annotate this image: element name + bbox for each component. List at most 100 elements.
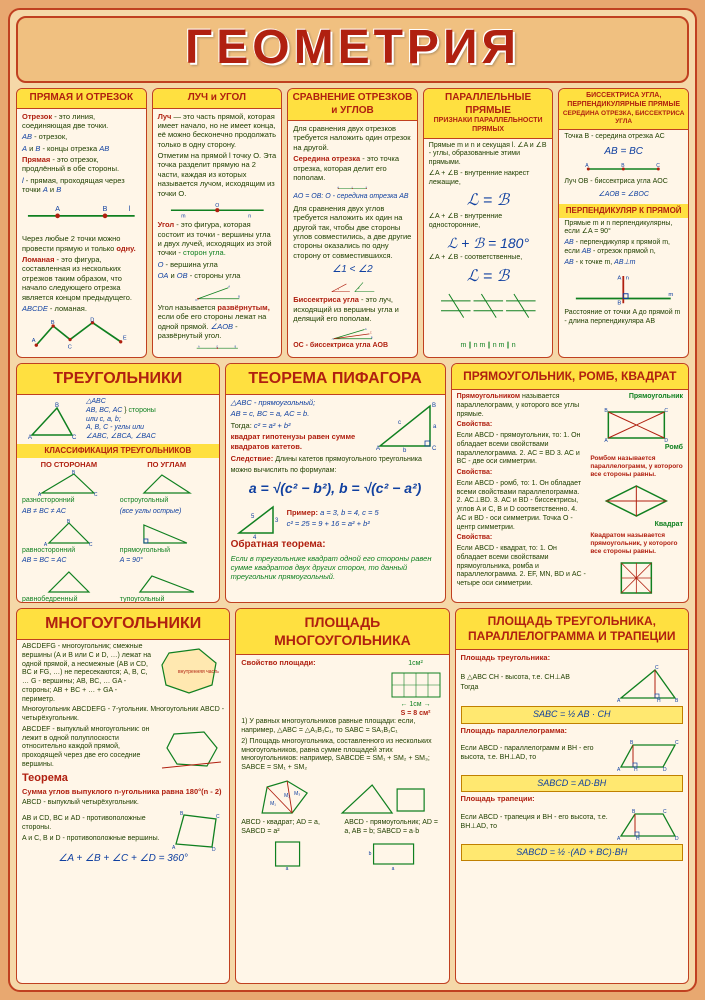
title-bar: ГЕОМЕТРИЯ — [16, 16, 689, 83]
svg-text:O: O — [332, 338, 334, 340]
triangle-classification: ПО СТОРОНАМ ACB разносторонний AB ≠ BC ≠… — [22, 460, 214, 603]
svg-text:H: H — [634, 767, 638, 773]
svg-text:3: 3 — [275, 518, 279, 524]
svg-text:O: O — [195, 298, 197, 302]
svg-text:M₃: M₃ — [294, 791, 300, 797]
svg-text:B: B — [432, 403, 436, 409]
right-triangle-diagram: ACB bac — [370, 398, 440, 454]
card-areas-formulas: ПЛОЩАДЬ ТРЕУГОЛЬНИКА, ПАРАЛЛЕЛОГРАММА И … — [455, 608, 689, 984]
svg-text:B: B — [103, 205, 108, 213]
svg-text:1: 1 — [338, 287, 340, 290]
svg-text:A: A — [228, 285, 230, 289]
svg-text:2: 2 — [358, 287, 360, 290]
svg-text:n: n — [626, 276, 629, 282]
svg-text:a: a — [392, 866, 395, 870]
svg-text:D: D — [665, 438, 669, 444]
svg-text:O: O — [216, 346, 218, 348]
svg-text:O: O — [215, 203, 219, 209]
card-title: СРАВНЕНИЕ ОТРЕЗКОВ и УГЛОВ — [288, 89, 417, 121]
rhombus-diagram — [590, 481, 683, 521]
svg-text:C: C — [94, 492, 98, 497]
svg-text:c: c — [398, 420, 401, 426]
svg-text:n: n — [248, 213, 251, 218]
svg-text:5: 5 — [251, 514, 255, 520]
svg-text:l: l — [129, 205, 131, 213]
midpt-diagram: ABC — [564, 162, 683, 176]
card-title: ПАРАЛЛЕЛЬНЫЕ ПРЯМЫЕ ПРИЗНАКИ ПАРАЛЛЕЛЬНО… — [424, 89, 553, 139]
quad-diagram: AD CB — [164, 809, 224, 851]
svg-text:D: D — [663, 767, 667, 773]
card-title: ЛУЧ и УГОЛ — [153, 89, 282, 109]
card-line-segment: ПРЯМАЯ И ОТРЕЗОК Отрезок - это линия, со… — [16, 88, 147, 358]
svg-text:A: A — [617, 698, 621, 704]
svg-text:m: m — [669, 292, 674, 298]
svg-text:A: A — [28, 435, 32, 440]
svg-text:A: A — [198, 345, 200, 348]
tri-area-diagram: A B C H — [613, 664, 683, 704]
line-diagram: AB l — [22, 199, 141, 233]
para-area-diagram: AD BCH — [613, 737, 683, 773]
svg-text:B: B — [55, 403, 59, 409]
svg-text:C: C — [68, 345, 72, 351]
convex-diagram — [159, 726, 224, 771]
card-parallel: ПАРАЛЛЕЛЬНЫЕ ПРЯМЫЕ ПРИЗНАКИ ПАРАЛЛЕЛЬНО… — [423, 88, 554, 358]
poster-frame: ГЕОМЕТРИЯ ПРЯМАЯ И ОТРЕЗОК Отрезок - это… — [8, 8, 697, 992]
card-triangles: ТРЕУГОЛЬНИКИ ACB △ABC AB, BC, AC } сторо… — [16, 363, 220, 603]
svg-text:C: C — [657, 163, 661, 169]
svg-text:C: C — [663, 809, 667, 815]
svg-text:A: A — [618, 276, 622, 282]
svg-text:B: B — [238, 294, 240, 298]
svg-text:A: A — [617, 767, 621, 773]
row-2: ТРЕУГОЛЬНИКИ ACB △ABC AB, BC, AC } сторо… — [16, 363, 689, 603]
angle-compare-diagram: 1 2 — [293, 281, 412, 294]
svg-text:C: C — [216, 814, 220, 820]
svg-text:C: C — [655, 665, 659, 671]
svg-text:B: B — [675, 698, 679, 704]
card-compare: СРАВНЕНИЕ ОТРЕЗКОВ и УГЛОВ Для сравнения… — [287, 88, 418, 358]
card-ray-angle: ЛУЧ и УГОЛ Луч — это часть прямой, котор… — [152, 88, 283, 358]
svg-text:m: m — [181, 213, 185, 218]
card-perpendicular: БИССЕКТРИСА УГЛА, ПЕРПЕНДИКУЛЯРНЫЕ ПРЯМЫ… — [558, 88, 689, 358]
row-1: ПРЯМАЯ И ОТРЕЗОК Отрезок - это линия, со… — [16, 88, 689, 358]
svg-text:A: A — [55, 205, 60, 213]
svg-text:C: C — [89, 542, 93, 547]
svg-text:A: A — [376, 446, 380, 452]
polyline-diagram: AB CD E — [22, 317, 141, 351]
card-rectangles: ПРЯМОУГОЛЬНИК, РОМБ, КВАДРАТ Прямоугольн… — [451, 363, 689, 603]
card-polygons: МНОГОУГОЛЬНИКИ ABCDEFG - многоугольник; … — [16, 608, 230, 984]
svg-text:C: C — [370, 331, 372, 334]
svg-text:внутренняя часть: внутренняя часть — [178, 669, 219, 675]
square-diagram — [590, 558, 683, 596]
card-title: ПРЯМАЯ И ОТРЕЗОК — [17, 89, 146, 109]
svg-text:B: B — [618, 301, 622, 307]
example-triangle: 435 — [231, 499, 281, 539]
svg-text:D: D — [90, 318, 94, 324]
svg-text:C: C — [665, 408, 669, 414]
triangle-def-diagram: A C B — [22, 400, 82, 440]
bisector-diagram: O B AC — [293, 328, 412, 341]
rectangle-diagram: AD BC — [590, 404, 683, 444]
parallel-diagram — [429, 291, 548, 340]
svg-text:M₂: M₂ — [284, 793, 290, 799]
card-area: ПЛОЩАДЬ МНОГОУГОЛЬНИКА Свойство площади:… — [235, 608, 449, 984]
svg-text:a: a — [286, 866, 289, 870]
svg-text:B: B — [371, 336, 373, 339]
ray-diagram: O m n — [158, 202, 277, 218]
trap-area-diagram: AD BCH — [613, 806, 683, 842]
perp-diagram: m n A B — [564, 271, 683, 307]
svg-text:B: B — [622, 163, 626, 169]
svg-text:D: D — [675, 836, 679, 842]
svg-text:C: C — [432, 446, 437, 452]
triangle-def-text: △ABC AB, BC, AC } стороны или c, a, b; A… — [86, 398, 156, 442]
heptagon-diagram: внутренняя часть — [154, 643, 224, 698]
midpoint-diagram: AOB — [293, 186, 412, 191]
svg-text:C: C — [72, 435, 77, 440]
angle-diagram: O B A — [158, 285, 277, 301]
svg-text:a: a — [433, 424, 437, 430]
svg-text:A: A — [365, 328, 367, 331]
svg-text:B: B — [366, 187, 368, 189]
row-3: МНОГОУГОЛЬНИКИ ABCDEFG - многоугольник; … — [16, 608, 689, 984]
flat-angle-diagram: AOB — [158, 345, 277, 351]
svg-text:H: H — [657, 698, 661, 704]
svg-text:A: A — [172, 845, 176, 851]
